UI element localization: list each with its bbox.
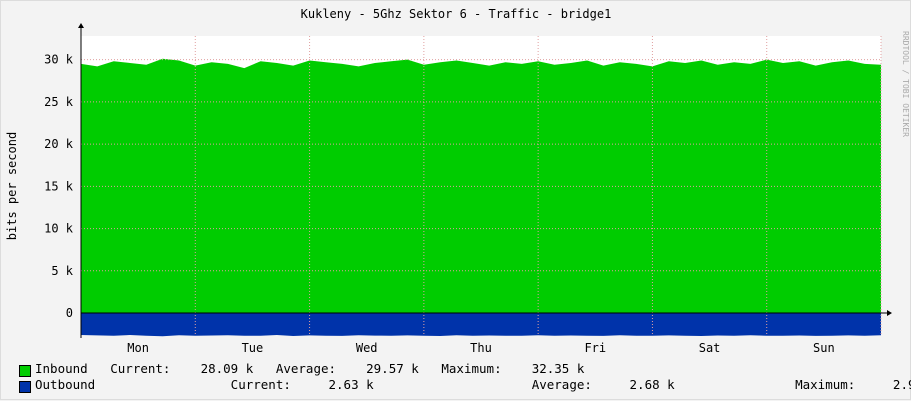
- x-tick-label: Mon: [127, 341, 149, 355]
- inbound-legend: Inbound Current: 28.09 k Average: 29.57 …: [35, 361, 585, 376]
- y-axis-label: bits per second: [5, 132, 19, 240]
- y-tick-label: 25 k: [44, 95, 74, 109]
- series-outbound-area: [81, 313, 881, 337]
- outbound-legend: Outbound Current: 2.63 k Average: 2.68 k…: [35, 377, 911, 392]
- y-tick-label: 0: [66, 306, 73, 320]
- x-tick-label: Sun: [813, 341, 835, 355]
- outbound-swatch: [19, 381, 31, 393]
- x-axis-arrow: [887, 310, 892, 317]
- plot-area: 0 5 k 10 k 15 k 20 k 25 k 30 k Mon Tue Wed Thu Fri S…: [44, 23, 892, 355]
- x-tick-label: Sat: [699, 341, 721, 355]
- watermark: RRDTOOL / TOBI OETIKER: [901, 31, 910, 137]
- x-tick-label: Tue: [242, 341, 264, 355]
- inbound-swatch: [19, 365, 31, 377]
- y-tick-label: 10 k: [44, 222, 74, 236]
- y-tick-label: 15 k: [44, 179, 74, 193]
- x-tick-label: Thu: [470, 341, 492, 355]
- y-axis-arrow: [78, 23, 84, 28]
- y-tick-label: 30 k: [44, 53, 74, 67]
- x-tick-label: Wed: [356, 341, 378, 355]
- y-tick-label: 5 k: [51, 264, 73, 278]
- x-tick-label: Fri: [584, 341, 606, 355]
- chart-title: Kukleny - 5Ghz Sektor 6 - Traffic - brid…: [301, 7, 612, 21]
- y-tick-label: 20 k: [44, 137, 74, 151]
